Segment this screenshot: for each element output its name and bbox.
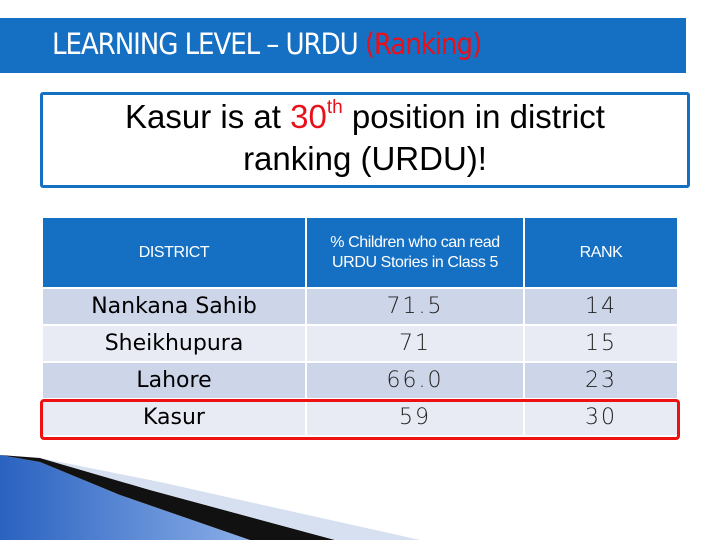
cell-district: Kasur — [43, 400, 305, 435]
cell-rank: 15 — [525, 326, 677, 361]
cell-percent: 66.0 — [307, 363, 523, 398]
cell-percent: 59 — [307, 400, 523, 435]
cell-percent: 71 — [307, 326, 523, 361]
header-district: DISTRICT — [43, 218, 305, 287]
title-highlight: (Ranking) — [364, 27, 482, 61]
callout-box — [40, 92, 690, 188]
cell-district: Nankana Sahib — [43, 289, 305, 324]
decorative-wedge — [0, 455, 420, 540]
callout-text: Kasur is at 30th position in district ra… — [40, 96, 690, 180]
cell-rank: 23 — [525, 363, 677, 398]
rank-number: 30 — [290, 98, 327, 135]
header-rank: RANK — [525, 218, 677, 287]
cell-percent: 71.5 — [307, 289, 523, 324]
cell-district: Sheikhupura — [43, 326, 305, 361]
cell-rank: 14 — [525, 289, 677, 324]
table-row: Lahore 66.0 23 — [43, 363, 677, 398]
table-header-row: DISTRICT % Children who can read URDU St… — [43, 218, 677, 287]
cell-rank: 30 — [525, 400, 677, 435]
title-bar — [0, 18, 686, 73]
cell-district: Lahore — [43, 363, 305, 398]
title-main: LEARNING LEVEL – URDU — [52, 27, 365, 61]
callout-prefix: Kasur is at — [125, 98, 291, 135]
table-row: Nankana Sahib 71.5 14 — [43, 289, 677, 324]
ranking-table: DISTRICT % Children who can read URDU St… — [41, 216, 679, 437]
header-percent: % Children who can read URDU Stories in … — [307, 218, 523, 287]
callout-line1-end: position in district — [342, 98, 605, 135]
table-row: Sheikhupura 71 15 — [43, 326, 677, 361]
callout-rank: 30th — [290, 98, 343, 135]
table-row-highlighted: Kasur 59 30 — [43, 400, 677, 435]
rank-suffix: th — [326, 97, 343, 118]
slide-title: LEARNING LEVEL – URDU (Ranking) — [52, 27, 482, 61]
callout-line2: ranking (URDU)! — [243, 140, 487, 177]
